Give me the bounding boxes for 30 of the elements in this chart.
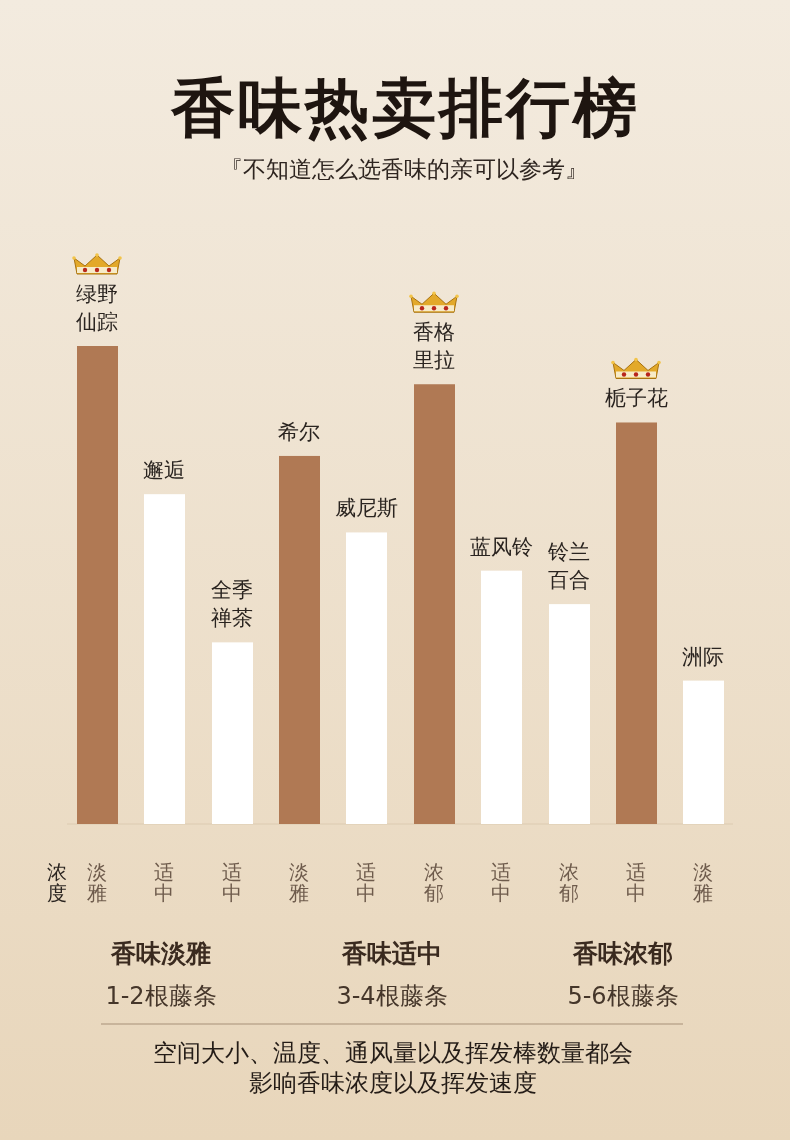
text: 适中 xyxy=(626,860,646,905)
x-tick-label: 希尔 xyxy=(278,419,320,444)
x-tick-label: 香格里拉 xyxy=(413,320,455,373)
chart-title: 香味热卖排行榜 xyxy=(169,71,640,145)
chart-subtitle: 『不知道怎么选香味的亲可以参考』 xyxy=(220,156,588,182)
x-tick-label: 威尼斯 xyxy=(334,496,398,521)
text: 淡雅 xyxy=(289,860,309,905)
x-tick-label: 栀子花 xyxy=(604,386,668,411)
text: 香味适中 xyxy=(341,938,442,968)
text: 香味淡雅 xyxy=(110,938,211,968)
text: 适中 xyxy=(356,860,376,905)
x-axis-title: 浓度 xyxy=(47,860,67,905)
x-tick-label: 全季禅茶 xyxy=(211,578,253,631)
text: 淡雅 xyxy=(87,860,107,905)
text: 香味浓郁 xyxy=(572,938,673,968)
x-tick-label: 铃兰百合 xyxy=(547,540,590,593)
x-tick-label: 绿野仙踪 xyxy=(76,282,118,334)
text: 5-6根藤条 xyxy=(567,982,679,1010)
text: 浓郁 xyxy=(424,860,444,905)
text: 3-4根藤条 xyxy=(336,982,448,1010)
text: 淡雅 xyxy=(693,860,713,905)
x-tick-label: 邂逅 xyxy=(143,458,185,483)
text: 适中 xyxy=(154,860,174,905)
text: 浓郁 xyxy=(559,860,579,905)
x-tick-label: 蓝风铃 xyxy=(469,534,533,559)
text: 1-2根藤条 xyxy=(105,982,217,1010)
x-tick-label: 洲际 xyxy=(682,644,724,669)
text: 适中 xyxy=(222,860,242,905)
text: 适中 xyxy=(491,860,511,905)
text: 空间大小、温度、通风量以及挥发棒数量都会影响香味浓度以及挥发速度 xyxy=(153,1039,633,1097)
